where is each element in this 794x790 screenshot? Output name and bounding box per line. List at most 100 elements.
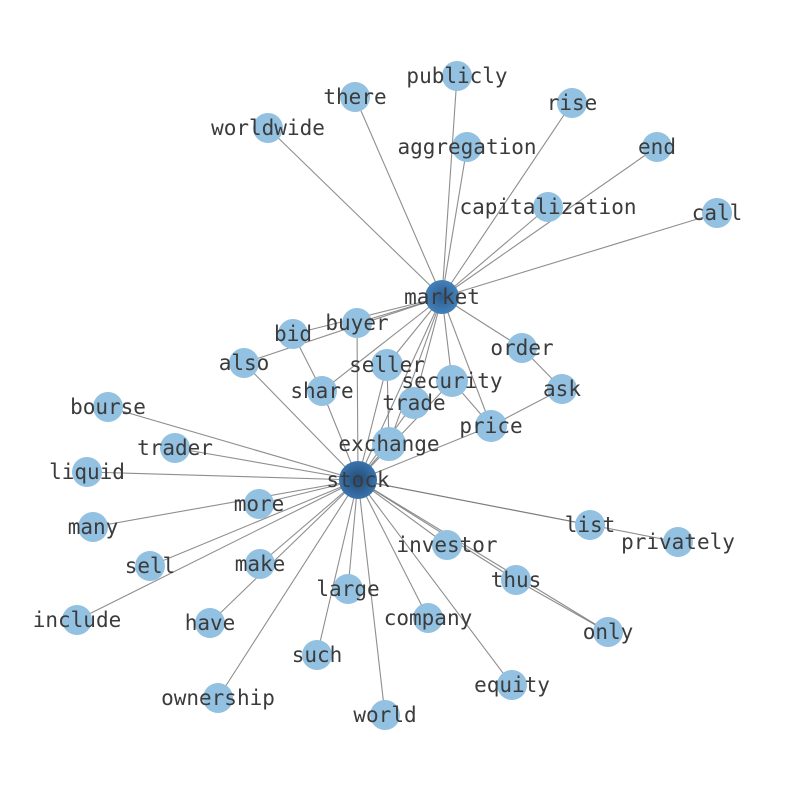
- node-have: [195, 608, 225, 638]
- node-only: [593, 617, 623, 647]
- node-label-also: also: [219, 351, 270, 375]
- node-such: [302, 640, 332, 670]
- node-price: [475, 410, 507, 442]
- edge-stock-privately: [357, 479, 679, 543]
- node-liquid: [72, 457, 102, 487]
- node-rise: [557, 88, 587, 118]
- node-label-many: many: [68, 515, 119, 539]
- edge-stock-have: [209, 479, 359, 624]
- edge-market-share: [321, 296, 443, 392]
- edge-market-aggregation: [441, 146, 468, 298]
- node-include: [62, 605, 92, 635]
- node-market: [425, 280, 459, 314]
- edge-stock-make: [259, 479, 359, 565]
- node-label-thus: thus: [491, 568, 542, 592]
- node-label-more: more: [234, 492, 285, 516]
- node-label-buyer: buyer: [325, 311, 388, 335]
- node-thus: [501, 565, 531, 595]
- node-seller: [371, 349, 403, 381]
- node-stock: [339, 461, 377, 499]
- edge-market-stock: [357, 296, 443, 481]
- edge-market-worldwide: [267, 127, 443, 298]
- edge-thus-only: [515, 579, 609, 633]
- labels-layer: publicly there rise worldwide aggregation end…: [33, 64, 743, 727]
- node-label-list: list: [565, 513, 616, 537]
- node-aggregation: [452, 132, 482, 162]
- node-label-worldwide: worldwide: [211, 116, 325, 140]
- node-also: [229, 348, 259, 378]
- node-bid: [278, 319, 308, 349]
- edge-market-rise: [441, 102, 573, 298]
- edge-stock-equity: [357, 479, 513, 686]
- node-trade: [398, 387, 430, 419]
- node-label-make: make: [235, 552, 286, 576]
- node-label-order: order: [490, 336, 553, 360]
- node-label-such: such: [292, 643, 343, 667]
- node-investor: [432, 530, 462, 560]
- node-equity: [497, 670, 527, 700]
- node-label-stock: stock: [326, 468, 390, 492]
- edge-stock-trader: [174, 447, 359, 481]
- node-label-ask: ask: [543, 377, 581, 401]
- node-bourse: [93, 392, 123, 422]
- node-label-trader: trader: [137, 436, 213, 460]
- node-label-only: only: [583, 620, 634, 644]
- node-end: [642, 132, 672, 162]
- edge-stock-also: [243, 362, 359, 481]
- edge-market-capitalization: [441, 206, 549, 298]
- node-worldwide: [253, 113, 283, 143]
- edge-market-publicly: [441, 75, 458, 298]
- node-label-bid: bid: [274, 322, 312, 346]
- node-label-bourse: bourse: [70, 395, 146, 419]
- edge-stock-price: [357, 425, 492, 481]
- node-label-rise: rise: [547, 91, 598, 115]
- node-label-end: end: [638, 135, 676, 159]
- node-label-liquid: liquid: [49, 460, 125, 484]
- edge-stock-sell: [149, 479, 359, 567]
- node-label-investor: investor: [396, 533, 497, 557]
- node-large: [333, 574, 363, 604]
- node-label-sell: sell: [125, 554, 176, 578]
- node-label-price: price: [459, 414, 522, 438]
- edge-stock-bourse: [107, 406, 359, 481]
- node-label-equity: equity: [474, 673, 550, 697]
- node-buyer: [342, 308, 372, 338]
- node-label-capitalization: capitalization: [459, 195, 636, 219]
- node-security: [436, 365, 468, 397]
- edge-stock-include: [76, 479, 359, 621]
- node-label-publicly: publicly: [406, 64, 507, 88]
- node-list: [575, 510, 605, 540]
- node-ask: [547, 374, 577, 404]
- edge-market-price: [441, 296, 492, 427]
- edge-stock-liquid: [86, 471, 359, 481]
- node-publicly: [442, 61, 472, 91]
- node-label-there: there: [323, 85, 386, 109]
- nodes-layer: [62, 61, 732, 730]
- node-many: [78, 512, 108, 542]
- node-label-security: security: [401, 369, 502, 393]
- node-sell: [135, 551, 165, 581]
- node-label-share: share: [290, 379, 353, 403]
- edge-stock-ownership: [217, 479, 359, 699]
- node-exchange: [372, 427, 406, 461]
- node-there: [340, 82, 370, 112]
- node-company: [413, 603, 443, 633]
- edge-stock-only: [357, 479, 609, 633]
- edge-market-exchange: [388, 296, 443, 445]
- node-trader: [160, 433, 190, 463]
- node-label-trade: trade: [382, 391, 445, 415]
- node-order: [507, 333, 537, 363]
- edge-stock-company: [357, 479, 429, 619]
- edge-stock-world: [357, 479, 386, 716]
- edge-stock-seller: [357, 364, 388, 481]
- node-label-include: include: [33, 608, 122, 632]
- node-label-have: have: [185, 611, 236, 635]
- node-label-aggregation: aggregation: [397, 135, 536, 159]
- node-label-exchange: exchange: [338, 432, 439, 456]
- node-share: [307, 376, 337, 406]
- edge-stock-buyer: [356, 322, 359, 481]
- node-label-seller: seller: [349, 353, 425, 377]
- node-ownership: [203, 683, 233, 713]
- node-world: [370, 700, 400, 730]
